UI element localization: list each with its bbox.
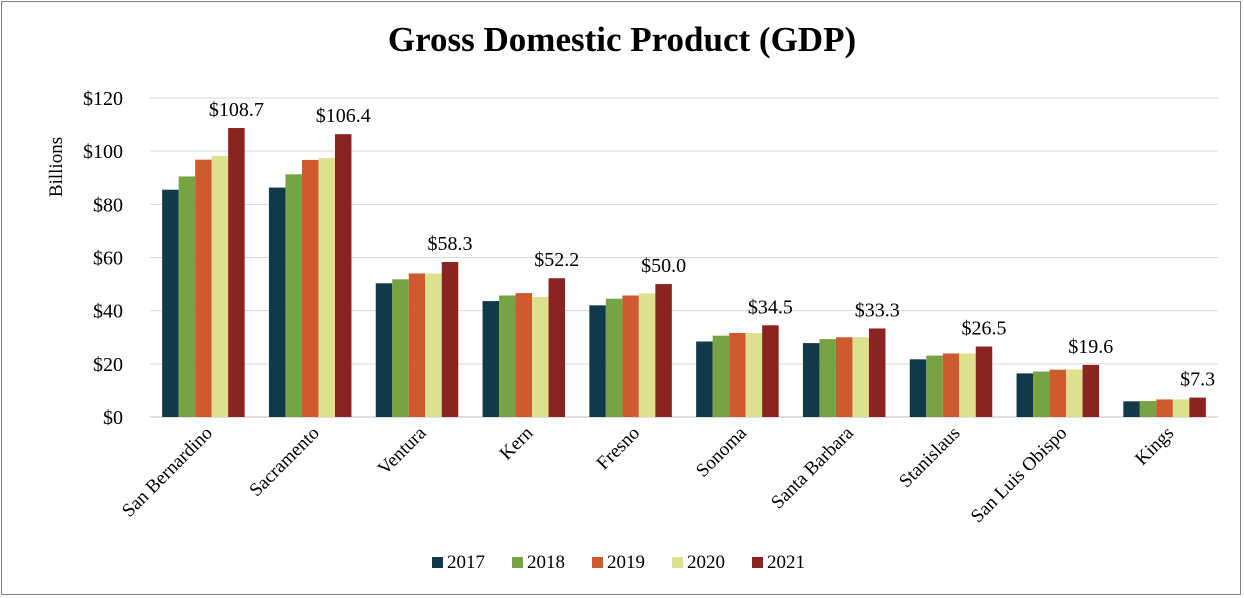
- bar-2018: [926, 355, 943, 417]
- bar-2020: [532, 296, 549, 417]
- bar-2020: [318, 158, 335, 417]
- bar-2019: [515, 293, 533, 417]
- y-tick-label: $120: [83, 88, 123, 110]
- y-tick-label: $80: [93, 194, 123, 216]
- bar-2019: [301, 159, 319, 418]
- bar-2017: [1016, 373, 1034, 417]
- bar-2021: [868, 328, 886, 417]
- bar-2019: [195, 159, 212, 417]
- bar-2021: [334, 134, 352, 418]
- bar-2017: [162, 189, 179, 417]
- x-tick-label: San Luis Obispo: [967, 423, 1071, 527]
- bar-2017: [268, 187, 286, 417]
- bar-2019: [729, 332, 746, 417]
- bar-2021: [655, 284, 672, 417]
- bar-2020: [1066, 369, 1083, 417]
- y-tick-label: $40: [93, 301, 123, 323]
- legend-label: 2017: [447, 552, 485, 573]
- bar-2018: [1033, 371, 1050, 417]
- data-label: $106.4: [316, 105, 371, 127]
- legend-swatch-2021: [752, 557, 763, 568]
- bar-2017: [909, 359, 927, 417]
- bar-2021: [1189, 397, 1206, 417]
- x-tick-label: Kern: [496, 422, 538, 464]
- bar-2020: [959, 353, 976, 417]
- y-tick-label: $60: [93, 248, 123, 270]
- bar-2021: [548, 278, 566, 417]
- y-tick-label: $100: [83, 141, 123, 163]
- x-tick-label: Kings: [1131, 423, 1178, 470]
- bar-2019: [1049, 369, 1067, 417]
- x-tick-label: Fresno: [593, 423, 644, 474]
- bar-2017: [375, 283, 393, 417]
- data-label: $26.5: [962, 318, 1007, 340]
- x-tick-label: Santa Barbara: [767, 422, 858, 513]
- x-tick-label: San Bernardino: [118, 423, 217, 522]
- bar-2020: [1172, 399, 1190, 417]
- bar-2020: [852, 337, 869, 417]
- bar-2018: [1139, 401, 1157, 417]
- bar-2019: [622, 295, 639, 417]
- bar-2018: [285, 174, 302, 417]
- legend-label: 2020: [687, 552, 725, 573]
- data-label: $52.2: [534, 249, 579, 271]
- data-label: $19.6: [1068, 336, 1113, 358]
- bar-2018: [712, 335, 730, 417]
- bar-2018: [499, 295, 516, 417]
- bar-2017: [1123, 401, 1140, 417]
- bar-2019: [408, 273, 426, 417]
- bar-2017: [482, 301, 500, 417]
- bar-2019: [942, 353, 960, 417]
- legend-swatch-2018: [512, 557, 523, 568]
- legend-label: 2021: [767, 552, 805, 573]
- bar-2017: [696, 341, 713, 417]
- bar-2018: [392, 279, 409, 417]
- legend-swatch-2020: [672, 557, 683, 568]
- bar-2018: [819, 339, 836, 417]
- bar-2020: [638, 293, 656, 417]
- bar-2019: [835, 337, 853, 417]
- x-tick-label: Sacramento: [245, 423, 323, 501]
- y-tick-label: $20: [93, 354, 123, 376]
- legend-label: 2019: [607, 552, 645, 573]
- data-label: $58.3: [428, 233, 473, 255]
- bar-2018: [178, 176, 196, 417]
- bar-2021: [975, 346, 993, 417]
- bar-2021: [762, 325, 779, 417]
- data-label: $50.0: [641, 255, 686, 277]
- legend-label: 2018: [527, 552, 565, 573]
- x-tick-label: Ventura: [374, 422, 431, 479]
- data-label: $34.5: [748, 296, 793, 318]
- bar-2021: [228, 128, 245, 417]
- data-label: $108.7: [209, 99, 264, 121]
- x-tick-label: Stanislaus: [895, 423, 964, 492]
- bar-2020: [211, 155, 229, 417]
- bar-2018: [605, 298, 623, 417]
- bar-2017: [589, 305, 606, 417]
- bar-2021: [1082, 364, 1100, 417]
- bar-2019: [1156, 399, 1173, 417]
- data-label: $33.3: [855, 299, 900, 321]
- y-tick-label: $0: [103, 407, 123, 429]
- bar-2017: [802, 343, 820, 417]
- bar-2021: [441, 262, 459, 417]
- bar-2020: [745, 332, 763, 417]
- x-tick-label: Sonoma: [692, 422, 751, 481]
- legend-swatch-2019: [592, 557, 603, 568]
- data-label: $7.3: [1180, 369, 1215, 391]
- chart-title: Gross Domestic Product (GDP): [387, 20, 857, 59]
- bar-2020: [425, 273, 442, 417]
- legend-swatch-2017: [432, 557, 443, 568]
